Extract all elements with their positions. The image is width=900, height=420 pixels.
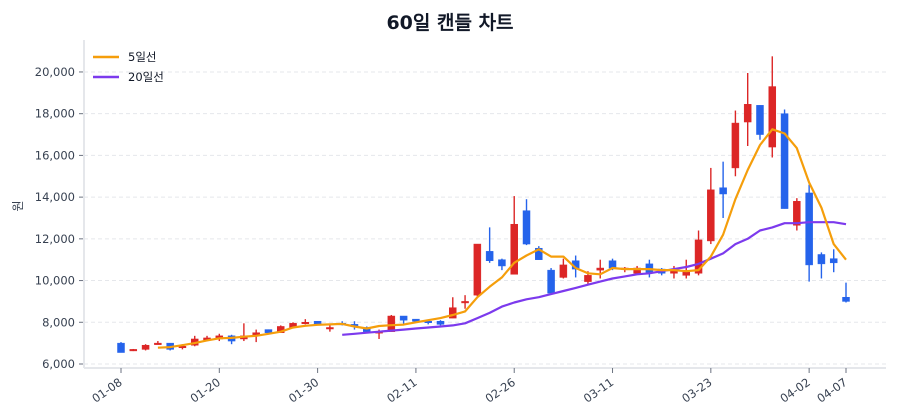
x-tick-label: 01-30 <box>286 375 321 406</box>
candle-up <box>326 327 334 330</box>
candle-up <box>461 301 469 304</box>
candle-up <box>559 264 568 278</box>
candle-down <box>719 187 727 195</box>
y-tick-label: 14,000 <box>35 190 75 204</box>
y-axis-label: 원 <box>11 200 25 211</box>
x-tick-label: 01-20 <box>188 375 223 406</box>
candle-down <box>117 342 125 353</box>
y-tick-label: 18,000 <box>35 107 75 121</box>
x-tick-label: 01-08 <box>89 375 124 406</box>
x-tick-label: 02-11 <box>384 375 419 406</box>
candle-up <box>768 86 777 148</box>
candle-down <box>399 315 408 321</box>
candle-down <box>485 251 494 261</box>
legend-ma20-label: 20일선 <box>128 70 164 84</box>
candle-up <box>682 271 691 276</box>
candle-down <box>436 320 445 325</box>
candle-up <box>694 239 703 274</box>
legend-ma5-label: 5일선 <box>128 50 156 64</box>
candle-up <box>731 122 740 169</box>
candle-down <box>842 296 850 302</box>
candle-up <box>141 344 150 350</box>
candle-down <box>756 105 764 135</box>
candle-up <box>793 201 801 226</box>
ma5-line <box>157 128 847 349</box>
x-tick-label: 03-11 <box>581 375 616 406</box>
x-tick-label: 03-23 <box>679 375 714 406</box>
y-tick-label: 20,000 <box>35 65 75 79</box>
y-tick-label: 6,000 <box>42 357 75 371</box>
candle-down <box>829 258 838 264</box>
candle-up <box>129 349 138 352</box>
candle-down <box>498 259 506 267</box>
x-tick-label: 02-26 <box>483 375 518 406</box>
x-tick-label: 04-07 <box>814 375 849 406</box>
x-tick-label: 04-02 <box>777 375 812 406</box>
y-tick-label: 10,000 <box>35 274 75 288</box>
candle-down <box>780 113 789 209</box>
candle-down <box>817 254 826 265</box>
chart-title: 60일 캔들 차트 <box>386 12 514 34</box>
candle-down <box>522 210 531 245</box>
candle-up <box>743 104 752 123</box>
candle-down <box>805 192 813 266</box>
candle-up <box>301 322 310 325</box>
axes: 6,000 8,000 10,000 12,000 14,000 16,000 18,000… <box>11 40 886 406</box>
candle-up <box>510 223 518 275</box>
grid-lines <box>84 71 886 365</box>
candle-down <box>264 329 273 333</box>
candle-up <box>707 189 715 242</box>
moving-average-lines <box>157 128 847 349</box>
candles <box>117 56 850 353</box>
candle-up <box>473 243 482 296</box>
y-tick-label: 16,000 <box>35 148 75 162</box>
candle-up <box>154 342 162 345</box>
candle-down <box>547 269 555 294</box>
y-tick-label: 8,000 <box>42 315 75 329</box>
candle-up <box>596 267 604 271</box>
y-tick-label: 12,000 <box>35 232 75 246</box>
ma20-line <box>342 221 847 336</box>
candle-up <box>584 275 592 282</box>
legend: 5일선 20일선 <box>93 50 164 84</box>
